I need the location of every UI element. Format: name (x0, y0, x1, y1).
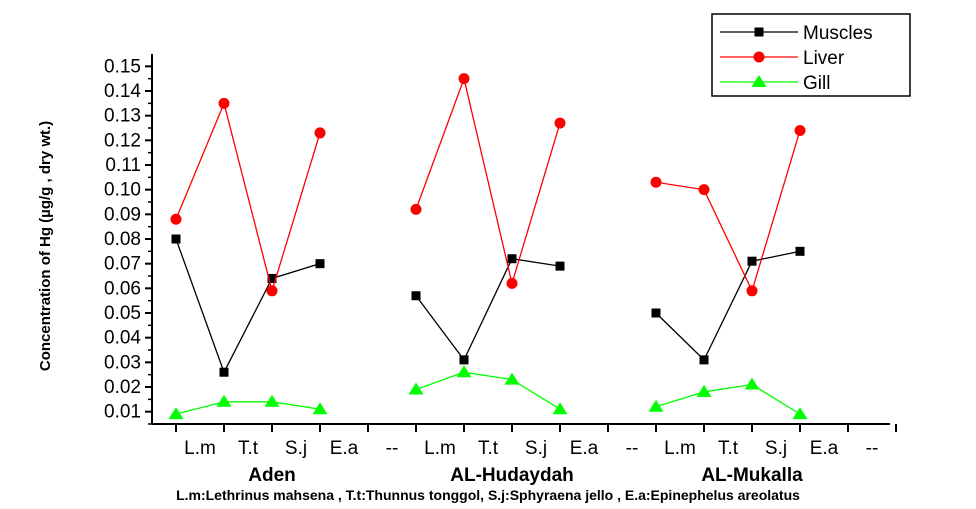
x-tick-label: T.t (238, 438, 259, 459)
data-point (507, 254, 517, 264)
y-tick-label: 0.11 (105, 155, 141, 176)
y-tick-label: 0.04 (104, 328, 141, 349)
species-footnote: L.m:Lethrinus mahsena , T.t:Thunnus tong… (176, 487, 800, 503)
group-labels: Aden AL-Hudaydah AL-Mukalla (248, 465, 803, 486)
y-tick-label: 0.09 (104, 204, 141, 225)
x-tick-label: L.m (664, 438, 696, 459)
legend-label: Gill (803, 73, 830, 94)
y-tick-label: 0.07 (104, 254, 141, 275)
data-point (555, 261, 565, 271)
y-tick-label: 0.02 (104, 377, 141, 398)
data-point (168, 407, 184, 420)
group-label: Aden (248, 465, 296, 486)
y-tick-label: 0.05 (104, 303, 141, 324)
data-point (506, 277, 518, 289)
data-point (795, 246, 805, 256)
data-point (794, 124, 806, 136)
data-point (312, 402, 328, 415)
y-tick-label: 0.10 (104, 180, 141, 201)
x-tick-label: S.j (285, 438, 307, 459)
data-point (554, 117, 566, 129)
y-tick-label: 0.01 (104, 402, 141, 423)
series-liver (170, 73, 806, 297)
legend: Muscles Liver Gill (711, 13, 911, 97)
y-tick-label: 0.13 (104, 106, 141, 127)
data-point (650, 176, 662, 188)
series-gill (168, 365, 808, 420)
data-point (267, 273, 277, 283)
y-tick-label: 0.12 (104, 130, 141, 151)
series-line (415, 76, 561, 286)
x-tick-label: E.a (810, 438, 839, 459)
series-line (655, 383, 801, 415)
x-tick-label: T.t (718, 438, 739, 459)
y-tick-label: 0.14 (104, 81, 141, 102)
x-tick-label: S.j (765, 438, 787, 459)
x-tick-label: E.a (570, 438, 599, 459)
series-line (655, 130, 801, 293)
data-point (315, 259, 325, 269)
data-point (699, 355, 709, 365)
data-point (744, 377, 760, 390)
series-layer (168, 73, 808, 420)
data-point (314, 127, 326, 139)
x-tick-label: L.m (424, 438, 456, 459)
series-muscles (171, 234, 805, 377)
data-point (504, 372, 520, 385)
legend-marker (751, 75, 767, 87)
legend-label: Muscles (803, 23, 873, 44)
data-point (747, 256, 757, 266)
data-point (171, 234, 181, 244)
data-point (219, 367, 229, 377)
series-line (175, 401, 321, 415)
series-line (655, 250, 801, 361)
group-label: AL-Mukalla (701, 465, 803, 486)
x-tick-label: S.j (525, 438, 547, 459)
data-point (264, 394, 280, 407)
series-line (175, 101, 321, 294)
data-point (408, 382, 424, 395)
data-point (698, 184, 710, 196)
y-tick-label: 0.15 (104, 56, 141, 77)
legend-marker (753, 51, 765, 63)
x-tick-label: T.t (478, 438, 499, 459)
data-point (170, 213, 182, 225)
x-tick-label: -- (626, 438, 639, 459)
y-tick-label: 0.06 (104, 278, 141, 299)
data-point (410, 203, 422, 215)
data-point (411, 291, 421, 301)
data-point (696, 384, 712, 397)
legend-label: Liver (803, 48, 845, 69)
data-point (459, 355, 469, 365)
data-point (458, 73, 470, 85)
series-line (415, 371, 561, 410)
data-point (216, 394, 232, 407)
x-tick-label: -- (866, 438, 879, 459)
y-tick-label: 0.08 (104, 229, 141, 250)
x-tick-label: -- (386, 438, 399, 459)
series-line (175, 238, 321, 374)
data-point (746, 285, 758, 297)
x-axis: L.m T.t S.j E.a -- L.m T.t S.j E.a -- L.m T.t S.j E.a… (152, 423, 897, 459)
y-axis-label: Concentration of Hg (µg/g , dry wt.) (37, 121, 54, 371)
data-point (456, 365, 472, 378)
y-axis: 0.01 0.02 0.03 0.04 0.05 0.06 0.07 0.08 0.09 0.10… (104, 54, 153, 425)
y-tick-label: 0.03 (104, 352, 141, 373)
data-point (266, 285, 278, 297)
group-label: AL-Hudaydah (450, 465, 574, 486)
data-point (651, 308, 661, 318)
x-tick-label: L.m (184, 438, 216, 459)
x-tick-label: E.a (330, 438, 359, 459)
series-line (415, 258, 561, 362)
data-point (552, 402, 568, 415)
data-point (218, 97, 230, 109)
legend-marker (754, 27, 764, 37)
data-point (792, 407, 808, 420)
data-point (648, 399, 664, 412)
